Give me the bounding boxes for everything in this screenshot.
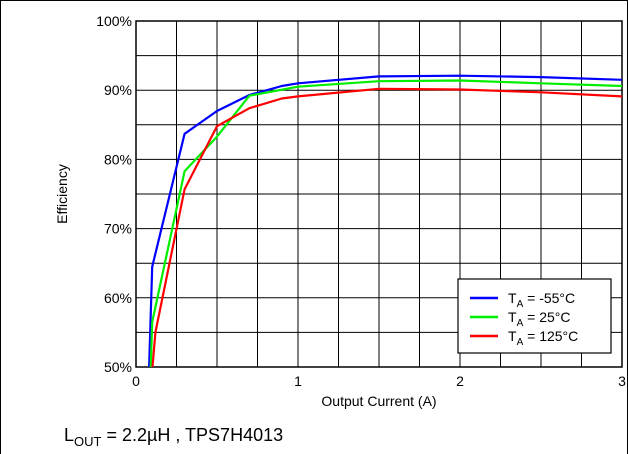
legend-label-sub: A xyxy=(517,318,524,329)
x-tick-label: 3 xyxy=(618,373,626,389)
legend-entry: TA = 25°C xyxy=(508,309,570,329)
x-tick-label: 2 xyxy=(456,373,464,389)
legend-label-main: T xyxy=(508,309,517,325)
y-tick-label: 70% xyxy=(104,221,132,237)
x-axis-label: Output Current (A) xyxy=(321,393,436,409)
caption-rest: = 2.2µH , TPS7H4013 xyxy=(101,425,283,445)
legend-entry: TA = -55°C xyxy=(508,290,575,310)
legend: TA = -55°CTA = 25°CTA = 125°C xyxy=(457,278,612,354)
y-tick-labels: 50% 60% 70% 80% 90% 100% xyxy=(96,13,132,375)
plot-border xyxy=(135,20,623,368)
series-line-1 xyxy=(149,79,622,367)
legend-label-rest: = 25°C xyxy=(523,309,570,325)
legend-label-sub: A xyxy=(517,337,524,348)
x-tick-label: 1 xyxy=(294,373,302,389)
caption: LOUT = 2.2µH , TPS7H4013 xyxy=(64,425,283,449)
series-lines xyxy=(148,74,622,367)
series-line-2 xyxy=(151,87,622,367)
legend-label-rest: = -55°C xyxy=(523,290,575,306)
caption-sub: OUT xyxy=(74,434,102,449)
y-axis-label: Efficiency xyxy=(54,164,70,224)
series-line-0 xyxy=(148,74,622,367)
legend-label-main: T xyxy=(508,328,517,344)
legend-label-sub: A xyxy=(517,299,524,310)
x-tick-label: 0 xyxy=(132,373,140,389)
x-tick-labels: 0 1 2 3 xyxy=(132,373,626,389)
y-tick-label: 100% xyxy=(96,13,132,29)
caption-main: L xyxy=(64,425,74,445)
legend-label-main: T xyxy=(508,290,517,306)
legend-label-rest: = 125°C xyxy=(523,328,578,344)
legend-entry: TA = 125°C xyxy=(508,328,578,348)
y-tick-label: 50% xyxy=(104,359,132,375)
y-tick-label: 90% xyxy=(104,82,132,98)
y-tick-label: 80% xyxy=(104,151,132,167)
y-tick-label: 60% xyxy=(104,290,132,306)
